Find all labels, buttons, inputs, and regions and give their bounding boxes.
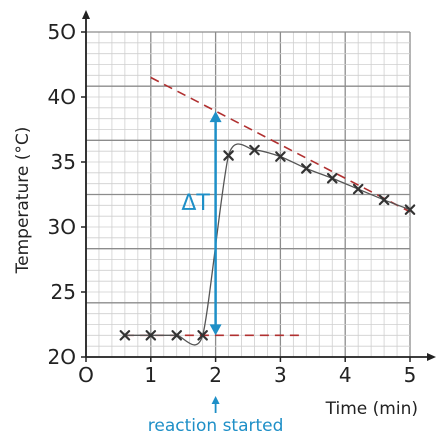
data-point-marker [223,150,234,161]
x-axis-label: Time (min) [325,399,418,419]
reaction-started-annotation: reaction started [148,396,284,436]
x-tick-label: 3 [274,363,287,387]
data-point-marker [275,151,286,162]
extrapolation-line [150,76,411,213]
y-axis-arrowhead [82,10,90,19]
data-point-marker [119,330,131,341]
y-tick-label: 25 [51,280,76,304]
y-tick-label: 2O [48,345,76,369]
y-tick-label: 35 [51,150,76,174]
delta-t-arrowhead-top [209,111,222,123]
y-tick-label: 4O [48,85,76,109]
y-axis-label: Temperature (°C) [13,127,33,275]
grid [85,31,411,358]
y-tick-label: 3O [48,215,76,239]
delta-t-annotation: ΔT [181,111,222,336]
y-tick-label: 5O [48,20,76,44]
delta-t-label: ΔT [181,191,210,216]
x-tick-label: 4 [339,363,352,387]
reaction-started-arrowhead [211,396,220,404]
data-points [119,144,416,341]
extrapolation-lines [124,76,411,337]
data-point-marker [171,330,183,341]
reaction-started-label: reaction started [148,416,284,436]
x-tick-label: 2 [209,363,222,387]
x-tick-label: 5 [404,363,417,387]
data-point-marker [145,330,157,341]
data-point-marker [249,144,260,156]
data-point-marker [301,163,312,174]
data-point-marker [197,330,208,341]
data-point-marker [404,204,416,215]
data-point-marker [326,172,338,184]
axes [82,10,436,361]
tick-labels: O 1 2 3 4 5 2O 25 3O 35 4O 5O [48,20,417,387]
data-point-marker [378,194,390,206]
x-tick-label: O [78,363,94,387]
x-axis-arrowhead [427,353,436,361]
data-point-marker [352,183,364,195]
delta-t-arrowhead-bottom [209,324,222,336]
x-tick-label: 1 [144,363,157,387]
